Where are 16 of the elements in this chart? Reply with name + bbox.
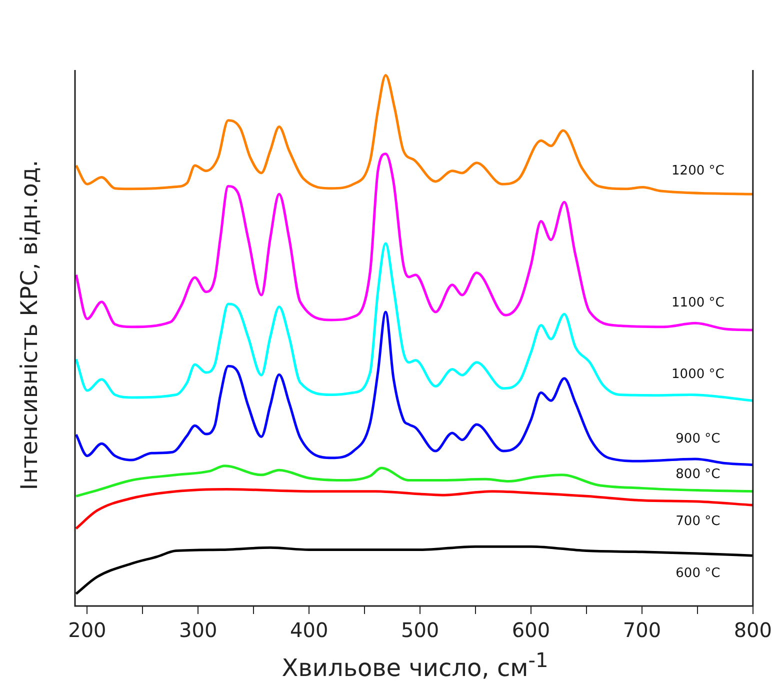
x-tick-label: 700 xyxy=(622,618,662,642)
series-label: 1100 °C xyxy=(672,296,724,311)
x-tick-label: 500 xyxy=(400,618,440,642)
x-tick-label: 200 xyxy=(68,618,106,642)
x-tick-label: 600 xyxy=(512,618,550,642)
series-label: 700 °C xyxy=(676,514,720,529)
series-label: 600 °C xyxy=(676,566,720,581)
x-tick-label: 800 xyxy=(734,618,772,642)
series-label: 1000 °C xyxy=(672,367,724,382)
y-axis-title: Інтенсивність КРС, відн.од. xyxy=(17,158,43,492)
series-label: 800 °C xyxy=(676,467,720,482)
x-tick-label: 400 xyxy=(290,618,328,642)
series-label: 900 °C xyxy=(676,431,720,446)
x-axis-title: Хвильове число, см$^{-1}$ xyxy=(280,648,550,682)
series-label: 1200 °C xyxy=(672,163,724,178)
x-tick-label: 300 xyxy=(179,618,218,642)
